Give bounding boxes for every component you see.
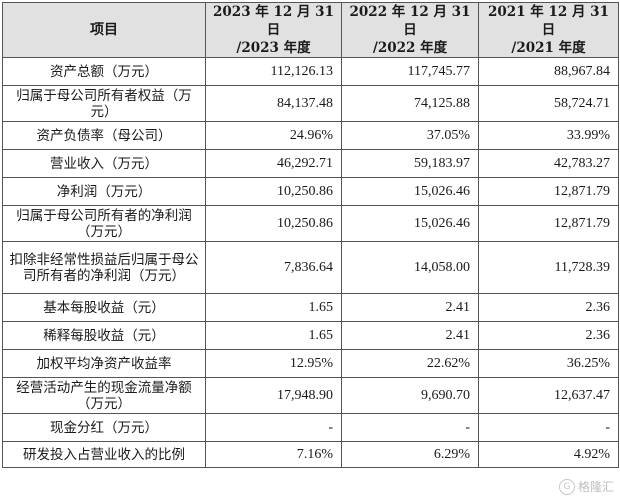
table-row: 归属于母公司所有者权益（万元） 84,137.48 74,125.88 58,7… (2, 85, 619, 122)
table-row: 研发投入占营业收入的比例 7.16% 6.29% 4.92% (2, 441, 619, 468)
value-2023: 7.16% (205, 441, 342, 468)
row-label: 现金分红（万元） (2, 413, 206, 442)
value-2023: 7,836.64 (205, 241, 342, 294)
value-2023: 12.95% (205, 349, 342, 378)
value-2023: 1.65 (205, 293, 342, 322)
watermark-logo-icon: G (558, 478, 575, 495)
value-2021: - (478, 413, 619, 442)
value-2023: - (205, 413, 342, 442)
financial-data-table: 项目 2023 年 12 月 31 日/2023 年度 2022 年 12 月 … (2, 2, 619, 468)
table-row: 稀释每股收益（元） 1.65 2.41 2.36 (2, 321, 619, 350)
value-2022: 15,026.46 (341, 205, 479, 242)
value-2023: 46,292.71 (205, 149, 342, 178)
value-2023: 24.96% (205, 121, 342, 150)
row-label: 资产负债率（母公司） (2, 121, 206, 150)
table-row: 加权平均净资产收益率 12.95% 22.62% 36.25% (2, 349, 619, 378)
value-2022: 15,026.46 (341, 177, 479, 206)
value-2022: 37.05% (341, 121, 479, 150)
value-2022: 14,058.00 (341, 241, 479, 294)
value-2021: 33.99% (478, 121, 619, 150)
header-2023: 2023 年 12 月 31 日/2023 年度 (205, 2, 342, 58)
value-2021: 88,967.84 (478, 57, 619, 86)
value-2023: 10,250.86 (205, 177, 342, 206)
table-row: 净利润（万元） 10,250.86 15,026.46 12,871.79 (2, 177, 619, 206)
row-label: 营业收入（万元） (2, 149, 206, 178)
row-label: 归属于母公司所有者权益（万元） (2, 85, 206, 122)
value-2022: 117,745.77 (341, 57, 479, 86)
value-2022: 59,183.97 (341, 149, 479, 178)
row-label: 资产总额（万元） (2, 57, 206, 86)
header-2021: 2021 年 12 月 31 日/2021 年度 (478, 2, 619, 58)
value-2023: 1.65 (205, 321, 342, 350)
value-2022: 9,690.70 (341, 377, 479, 414)
table-header-row: 项目 2023 年 12 月 31 日/2023 年度 2022 年 12 月 … (2, 2, 619, 58)
value-2021: 12,871.79 (478, 177, 619, 206)
table-row: 基本每股收益（元） 1.65 2.41 2.36 (2, 293, 619, 322)
row-label: 加权平均净资产收益率 (2, 349, 206, 378)
table-row: 资产总额（万元） 112,126.13 117,745.77 88,967.84 (2, 57, 619, 86)
table-row: 归属于母公司所有者的净利润（万元） 10,250.86 15,026.46 12… (2, 205, 619, 242)
value-2022: - (341, 413, 479, 442)
row-label: 归属于母公司所有者的净利润（万元） (2, 205, 206, 242)
value-2021: 42,783.27 (478, 149, 619, 178)
value-2021: 11,728.39 (478, 241, 619, 294)
value-2021: 2.36 (478, 293, 619, 322)
value-2022: 74,125.88 (341, 85, 479, 122)
value-2023: 10,250.86 (205, 205, 342, 242)
watermark-text: 格隆汇 (577, 480, 614, 494)
value-2022: 2.41 (341, 293, 479, 322)
table-row: 经营活动产生的现金流量净额（万元） 17,948.90 9,690.70 12,… (2, 377, 619, 414)
value-2022: 6.29% (341, 441, 479, 468)
value-2023: 17,948.90 (205, 377, 342, 414)
value-2022: 2.41 (341, 321, 479, 350)
value-2023: 112,126.13 (205, 57, 342, 86)
header-2022: 2022 年 12 月 31 日/2022 年度 (341, 2, 479, 58)
value-2023: 84,137.48 (205, 85, 342, 122)
value-2021: 4.92% (478, 441, 619, 468)
row-label: 基本每股收益（元） (2, 293, 206, 322)
row-label: 稀释每股收益（元） (2, 321, 206, 350)
value-2021: 2.36 (478, 321, 619, 350)
row-label: 研发投入占营业收入的比例 (2, 441, 206, 468)
value-2022: 22.62% (341, 349, 479, 378)
table-row: 现金分红（万元） - - - (2, 413, 619, 442)
row-label: 净利润（万元） (2, 177, 206, 206)
value-2021: 36.25% (478, 349, 619, 378)
row-label: 经营活动产生的现金流量净额（万元） (2, 377, 206, 414)
value-2021: 12,637.47 (478, 377, 619, 414)
value-2021: 58,724.71 (478, 85, 619, 122)
row-label: 扣除非经常性损益后归属于母公司所有者的净利润（万元） (2, 241, 206, 294)
header-item: 项目 (2, 2, 206, 58)
watermark: G 格隆汇 (558, 478, 614, 495)
table-row: 资产负债率（母公司） 24.96% 37.05% 33.99% (2, 121, 619, 150)
value-2021: 12,871.79 (478, 205, 619, 242)
table-row: 营业收入（万元） 46,292.71 59,183.97 42,783.27 (2, 149, 619, 178)
table-row: 扣除非经常性损益后归属于母公司所有者的净利润（万元） 7,836.64 14,0… (2, 241, 619, 294)
